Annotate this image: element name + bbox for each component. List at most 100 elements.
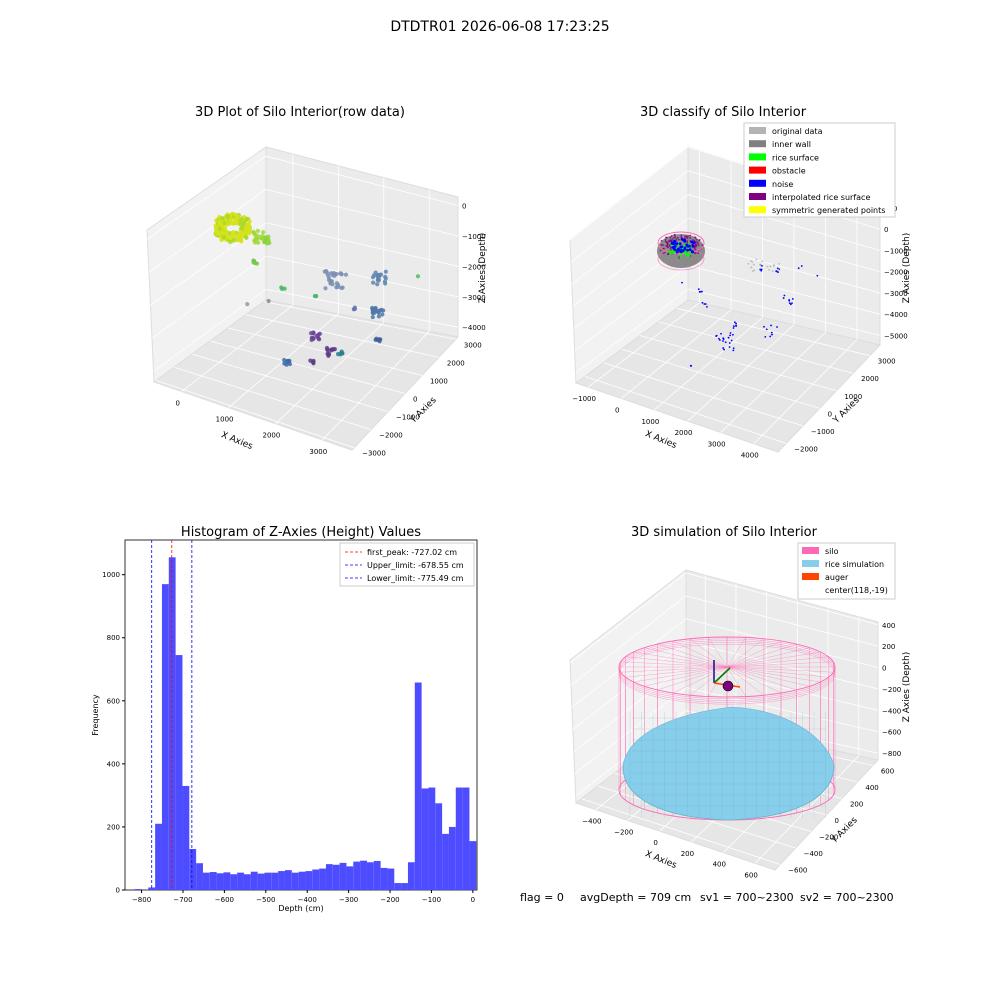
raw-point (279, 285, 284, 290)
noise-point (685, 243, 689, 247)
original-point (768, 268, 771, 271)
noise-point (791, 298, 794, 300)
interpolated-point (695, 244, 698, 246)
raw-point (238, 230, 243, 235)
histogram-bars (134, 557, 477, 890)
silo-spoke (625, 656, 728, 668)
gridline (265, 255, 459, 298)
gridline (572, 217, 689, 307)
raw-point (340, 351, 345, 356)
original-point (772, 264, 775, 267)
z-tick-label: 0 (462, 202, 466, 210)
legend-swatch (749, 179, 766, 187)
noise-point (686, 248, 689, 252)
raw-point (287, 361, 293, 367)
x-tick-label: 0 (175, 400, 179, 408)
noise-point (816, 274, 819, 277)
histogram-x-ticks: −800 −700 −600 −500 −400 −300 −200 −100 0 (132, 890, 475, 904)
classify-z-label: Z Axies (Depth) (902, 233, 912, 304)
silo-spoke (726, 638, 765, 668)
histogram-title: Histogram of Z-Axies (Height) Values (181, 525, 421, 540)
noise-point (680, 237, 684, 241)
interpolated-point (670, 235, 673, 237)
histogram-bar (325, 864, 333, 890)
noise-point (692, 241, 696, 245)
histogram-bar (257, 873, 265, 890)
noise-point (688, 244, 691, 248)
z-tick-label: −2000 (462, 263, 486, 271)
z-tick-label: −4000 (884, 311, 908, 319)
gridline (227, 327, 423, 376)
raw-y-ticks: −3000 −2000 −1000 0 1000 2000 3000 (362, 341, 482, 457)
auger-marker (713, 660, 741, 692)
interpolated-point (693, 248, 696, 250)
histogram-bar (312, 869, 320, 890)
y-tick-label: 2000 (447, 359, 465, 367)
histogram-bar (387, 868, 395, 890)
legend-label: Upper_limit: -678.55 cm (367, 561, 464, 570)
histogram-bar (209, 872, 217, 890)
raw-point (266, 298, 271, 304)
legend-label: noise (772, 180, 793, 189)
raw-point (221, 235, 227, 240)
raw-point (261, 230, 266, 235)
histogram-bar (332, 864, 340, 890)
silo-spoke (726, 640, 782, 668)
legend-label: auger (825, 573, 849, 582)
gridline (191, 353, 389, 412)
histogram-chart: Histogram of Z-Axies (Height) Values −80… (91, 525, 478, 913)
gridline (685, 687, 879, 733)
gridline (265, 155, 459, 206)
original-point (771, 270, 774, 273)
silo-spoke (633, 666, 728, 683)
gridline (571, 194, 689, 285)
y-tick-label: −2000 (379, 432, 403, 440)
gridline (687, 217, 881, 273)
histogram-bar (216, 873, 224, 890)
raw-point (334, 281, 340, 286)
raw-z-ticks: 0 −1000 −2000 −3000 −4000 (462, 202, 486, 332)
original-point (777, 268, 779, 271)
x-tick-label: 4000 (741, 452, 759, 460)
silo-spoke (689, 638, 728, 668)
simulation-x-ticks: −400 −200 0 200 400 600 (582, 818, 758, 880)
raw-point (239, 217, 244, 222)
raw-point (251, 230, 256, 235)
gridline (574, 687, 687, 775)
raw-point (282, 286, 287, 291)
noise-point (720, 332, 722, 335)
gridline (687, 241, 881, 294)
gridline (687, 324, 795, 422)
noise-point (761, 264, 763, 267)
legend-swatch (749, 140, 766, 148)
raw-point (334, 271, 339, 277)
noise-point (775, 270, 778, 273)
y-tick-label: −200 (819, 834, 838, 842)
noise-point (776, 326, 778, 328)
raw-point (415, 274, 421, 279)
histogram-bar (175, 655, 183, 890)
classify-legend-box (743, 122, 896, 218)
gridline (265, 222, 459, 267)
raw-point (253, 240, 258, 245)
silo-spoke (672, 640, 728, 668)
y-tick-label: 0 (116, 887, 120, 895)
y-tick-label: −1000 (396, 414, 420, 422)
raw-point (259, 236, 264, 241)
raw-point (217, 220, 223, 225)
x-tick-label: 400 (713, 861, 726, 869)
raw-point (285, 358, 290, 363)
noise-point (691, 250, 695, 254)
silo-spoke (726, 666, 829, 678)
gridline (570, 595, 687, 686)
histogram-bar (428, 787, 436, 890)
y-tick-label: 800 (107, 634, 120, 642)
y-tick-label: 200 (850, 801, 863, 809)
noise-point (689, 364, 692, 367)
classify-floor-pane (574, 299, 881, 453)
raw-point (243, 226, 248, 231)
histogram-bar (291, 872, 299, 890)
histogram-bar (278, 871, 285, 890)
histogram-bar (298, 871, 306, 890)
z-tick-label: −1000 (462, 233, 486, 241)
